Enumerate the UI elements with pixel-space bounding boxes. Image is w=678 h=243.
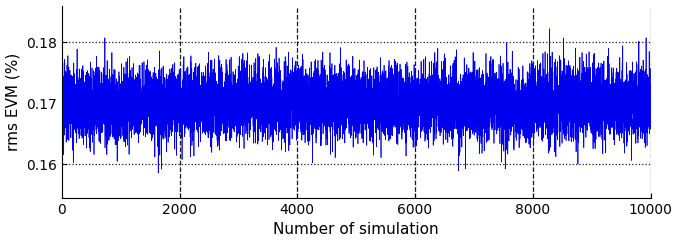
X-axis label: Number of simulation: Number of simulation	[273, 222, 439, 237]
Y-axis label: rms EVM (%): rms EVM (%)	[5, 53, 20, 151]
